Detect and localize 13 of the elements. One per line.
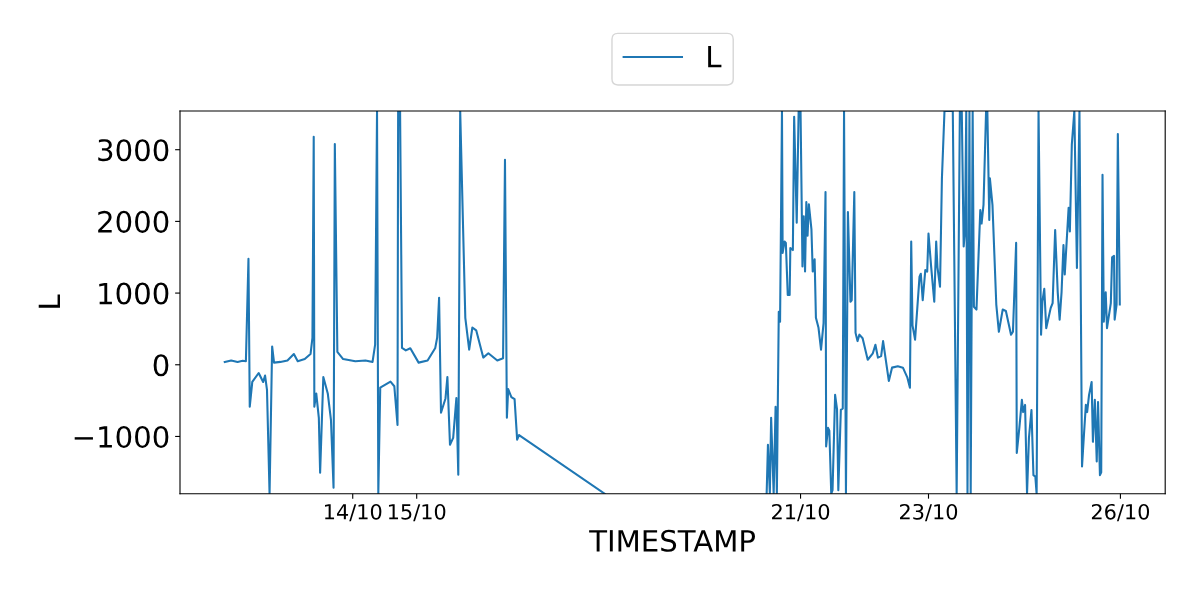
x-axis-title: TIMESTAMP [589,529,755,552]
legend-label: L [708,45,722,68]
y-tick-label: −1000 [74,425,169,448]
y-tick-label: 2000 [98,210,169,233]
y-tick-label: 3000 [98,139,169,162]
y-tick-label: 1000 [99,282,169,305]
y-axis-title: L [38,294,60,308]
x-tick-label: 26/10 [1091,503,1150,522]
y-tick-label: 0 [153,354,169,377]
x-tick-label: 14/10 [325,503,382,522]
x-tick-label: 23/10 [900,503,958,522]
x-tick-label: 21/10 [772,503,830,522]
x-tick-label: 15/10 [388,503,446,522]
